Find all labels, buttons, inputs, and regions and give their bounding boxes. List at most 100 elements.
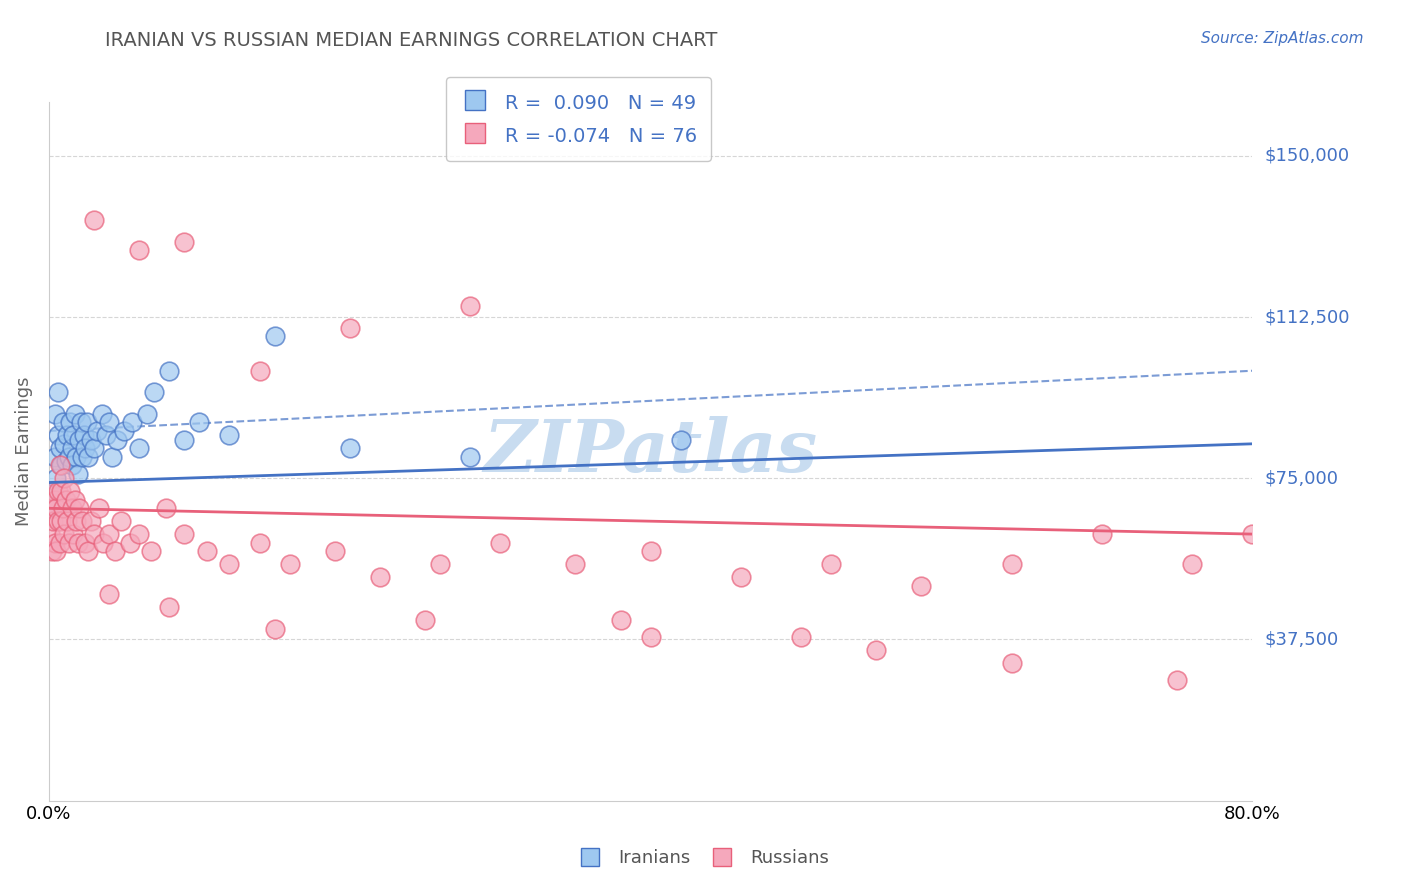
Point [195,544,218,558]
Point [1181,557,1204,571]
Point [143,385,166,400]
Point [49,514,72,528]
Legend: R =  0.090   N = 49, R = -0.074   N = 76: R = 0.090 N = 49, R = -0.074 N = 76 [447,77,710,161]
Point [1001,557,1024,571]
Point [48,458,70,473]
Point [105,433,128,447]
Point [98,587,121,601]
Point [218,428,240,442]
Point [44,535,66,549]
Point [87,501,110,516]
Point [48,535,70,549]
Point [112,424,135,438]
Point [49,458,72,473]
Point [368,570,391,584]
Point [218,557,240,571]
Point [263,329,285,343]
Point [128,527,150,541]
Point [45,501,67,516]
Point [67,433,90,447]
Point [489,535,512,549]
Point [58,535,80,549]
Point [45,544,67,558]
Text: $75,000: $75,000 [1264,469,1339,487]
Text: $150,000: $150,000 [1264,147,1350,165]
Point [46,428,69,442]
Point [120,535,142,549]
Point [640,544,662,558]
Point [98,527,121,541]
Point [135,407,157,421]
Point [75,441,97,455]
Point [46,484,69,499]
Point [83,527,105,541]
Point [77,544,100,558]
Point [65,514,87,528]
Point [249,364,271,378]
Point [51,501,73,516]
Point [42,484,65,499]
Point [98,415,121,429]
Text: $112,500: $112,500 [1264,308,1350,326]
Point [41,501,63,516]
Point [429,557,451,571]
Point [90,407,112,421]
Point [669,433,692,447]
Point [730,570,752,584]
Point [1091,527,1114,541]
Point [56,428,79,442]
Point [62,527,84,541]
Point [173,433,195,447]
Point [75,535,97,549]
Point [42,484,65,499]
Point [83,213,105,227]
Point [51,415,73,429]
Legend: Iranians, Russians: Iranians, Russians [569,842,837,874]
Point [157,364,180,378]
Point [53,437,76,451]
Point [121,415,143,429]
Text: ZIPatlas: ZIPatlas [484,416,818,487]
Point [1001,656,1024,670]
Point [413,613,436,627]
Y-axis label: Median Earnings: Median Earnings [15,376,32,526]
Point [640,630,662,644]
Point [53,471,76,485]
Point [70,514,93,528]
Point [820,557,842,571]
Point [263,622,285,636]
Point [63,492,86,507]
Point [1241,527,1264,541]
Point [101,450,124,464]
Point [86,424,108,438]
Point [58,450,80,464]
Point [157,600,180,615]
Point [83,441,105,455]
Point [65,450,87,464]
Point [339,441,361,455]
Point [60,501,83,516]
Point [564,557,586,571]
Point [128,244,150,258]
Point [155,501,177,516]
Text: Source: ZipAtlas.com: Source: ZipAtlas.com [1201,31,1364,46]
Point [94,428,117,442]
Point [790,630,813,644]
Point [339,320,361,334]
Point [249,535,271,549]
Point [59,484,82,499]
Point [44,407,66,421]
Point [48,441,70,455]
Point [67,501,90,516]
Point [80,514,103,528]
Point [91,535,114,549]
Point [323,544,346,558]
Point [865,643,887,657]
Point [63,407,86,421]
Point [69,415,91,429]
Point [41,501,63,516]
Point [80,433,103,447]
Point [55,454,77,468]
Point [141,544,163,558]
Point [44,492,66,507]
